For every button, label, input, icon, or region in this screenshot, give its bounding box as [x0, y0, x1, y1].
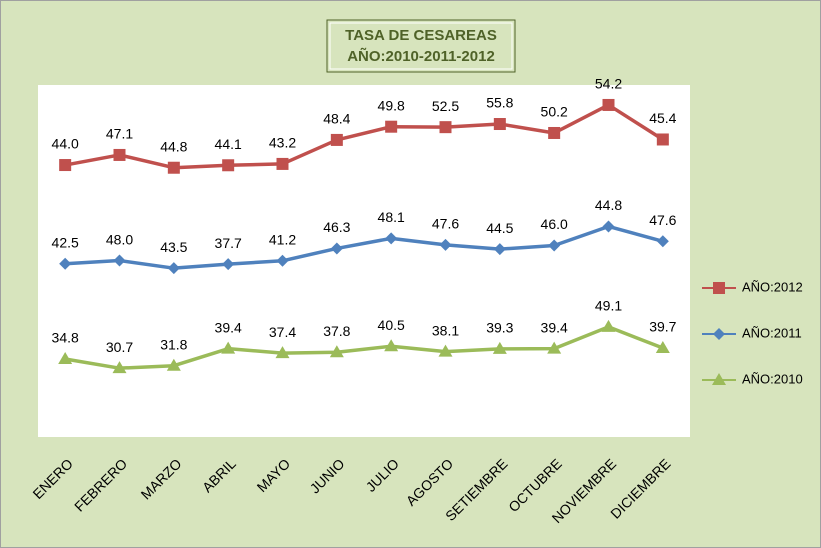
marker [385, 120, 398, 133]
marker [275, 346, 290, 359]
data-label: 43.2 [269, 135, 296, 151]
data-label: 37.4 [269, 324, 296, 340]
marker [385, 232, 398, 245]
plot-area [38, 85, 690, 437]
series-line [64, 103, 664, 170]
chart-title: AÑO:2010-2011-2012 [347, 47, 495, 65]
data-label: 43.5 [160, 239, 187, 255]
marker [656, 133, 669, 146]
marker [438, 344, 453, 357]
data-label: 44.1 [215, 136, 242, 152]
marker [601, 319, 616, 332]
data-label: 47.1 [106, 126, 133, 142]
data-label: 44.0 [52, 136, 79, 152]
chart-title: TASA DE CESAREAS [345, 27, 497, 44]
data-label: 48.1 [378, 209, 405, 225]
data-label: 45.4 [649, 110, 676, 126]
title-box [326, 19, 516, 73]
marker [113, 148, 126, 161]
marker [384, 339, 399, 352]
data-label: 52.5 [432, 98, 459, 114]
data-label: 44.5 [486, 220, 513, 236]
marker [59, 159, 72, 172]
legend-label: AÑO:2010 [742, 371, 803, 386]
data-label: 40.5 [378, 317, 405, 333]
marker [222, 258, 235, 271]
data-label: 37.8 [323, 323, 350, 339]
title-box-inner [329, 22, 513, 70]
data-label: 49.8 [378, 97, 405, 113]
data-label: 31.8 [160, 336, 187, 352]
marker [439, 121, 452, 134]
data-label: 42.5 [52, 234, 79, 250]
marker [439, 238, 452, 251]
marker [656, 235, 669, 248]
data-label: 44.8 [595, 197, 622, 213]
marker [547, 341, 562, 354]
marker [112, 361, 127, 374]
marker [330, 133, 343, 146]
marker [330, 242, 343, 255]
marker [166, 358, 181, 371]
data-label: 55.8 [486, 95, 513, 111]
data-label: 37.7 [215, 235, 242, 251]
series-line [64, 325, 664, 370]
data-label: 41.2 [269, 231, 296, 247]
marker [492, 341, 507, 354]
marker [493, 243, 506, 256]
data-label: 44.8 [160, 138, 187, 154]
data-label: 54.2 [595, 76, 622, 92]
marker [655, 340, 670, 353]
series-line [65, 224, 664, 270]
legend-marker [713, 328, 725, 340]
data-label: 39.4 [541, 319, 568, 335]
data-label: 30.7 [106, 339, 133, 355]
data-label: 48.0 [106, 231, 133, 247]
marker [276, 157, 289, 170]
data-label: 49.1 [595, 298, 622, 314]
marker [167, 161, 180, 174]
data-label: 48.4 [323, 111, 350, 127]
legend-label: AÑO:2012 [742, 279, 803, 294]
data-label: 39.4 [215, 319, 242, 335]
legend-marker [712, 373, 726, 385]
legend-label: AÑO:2011 [742, 325, 802, 340]
marker [602, 98, 615, 111]
data-label: 50.2 [541, 104, 568, 120]
marker [548, 126, 561, 139]
marker [493, 118, 506, 131]
data-label: 47.6 [649, 212, 676, 228]
marker [221, 341, 236, 354]
data-label: 34.8 [52, 330, 79, 346]
marker [276, 254, 289, 267]
marker [329, 345, 344, 358]
marker [59, 257, 72, 270]
data-label: 46.3 [323, 219, 350, 235]
data-label: 38.1 [432, 322, 459, 338]
marker [167, 262, 180, 275]
data-label: 39.7 [649, 319, 676, 335]
marker [222, 159, 235, 172]
marker [113, 254, 126, 267]
legend-marker [713, 282, 725, 294]
data-label: 46.0 [541, 216, 568, 232]
marker [602, 220, 615, 233]
data-label: 39.3 [486, 320, 513, 336]
data-label: 47.6 [432, 216, 459, 232]
marker [548, 239, 561, 252]
marker [58, 351, 73, 364]
